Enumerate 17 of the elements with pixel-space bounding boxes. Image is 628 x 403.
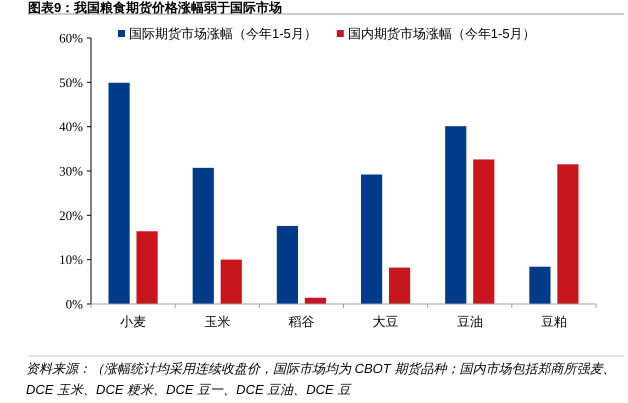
x-tick-label: 大豆 <box>372 314 399 329</box>
x-tick-label: 稻谷 <box>288 314 314 329</box>
x-tick-label: 豆粕 <box>540 314 567 329</box>
chart-title: 图表9：我国粮食期货价格涨幅弱于国际市场 <box>28 0 282 15</box>
y-tick-label: 20% <box>59 208 84 223</box>
y-tick-label: 40% <box>59 119 84 134</box>
y-tick-label: 0% <box>66 296 84 312</box>
text: 资料来源：（涨幅统计均采用连续收盘价，国际市场均为 CBOT 期货品种；国内市场包括郑商所强麦、DCE 玉米、DCE 粳米、DCE 豆一、DCE 豆油、DCE 豆 <box>26 360 616 399</box>
x-tick-label: 小麦 <box>120 314 146 329</box>
x-tick-label: 豆油 <box>456 314 483 329</box>
y-tick-label: 10% <box>59 252 84 268</box>
legend-label: 国际期货市场涨幅（今年1-5月） <box>129 26 317 41</box>
legend-label: 国内期货市场涨幅（今年1-5月） <box>348 26 536 41</box>
y-tick-label: 60% <box>59 30 84 46</box>
y-tick-label: 30% <box>59 164 84 178</box>
y-tick-label: 50% <box>59 74 84 90</box>
x-tick-label: 玉米 <box>204 314 230 329</box>
